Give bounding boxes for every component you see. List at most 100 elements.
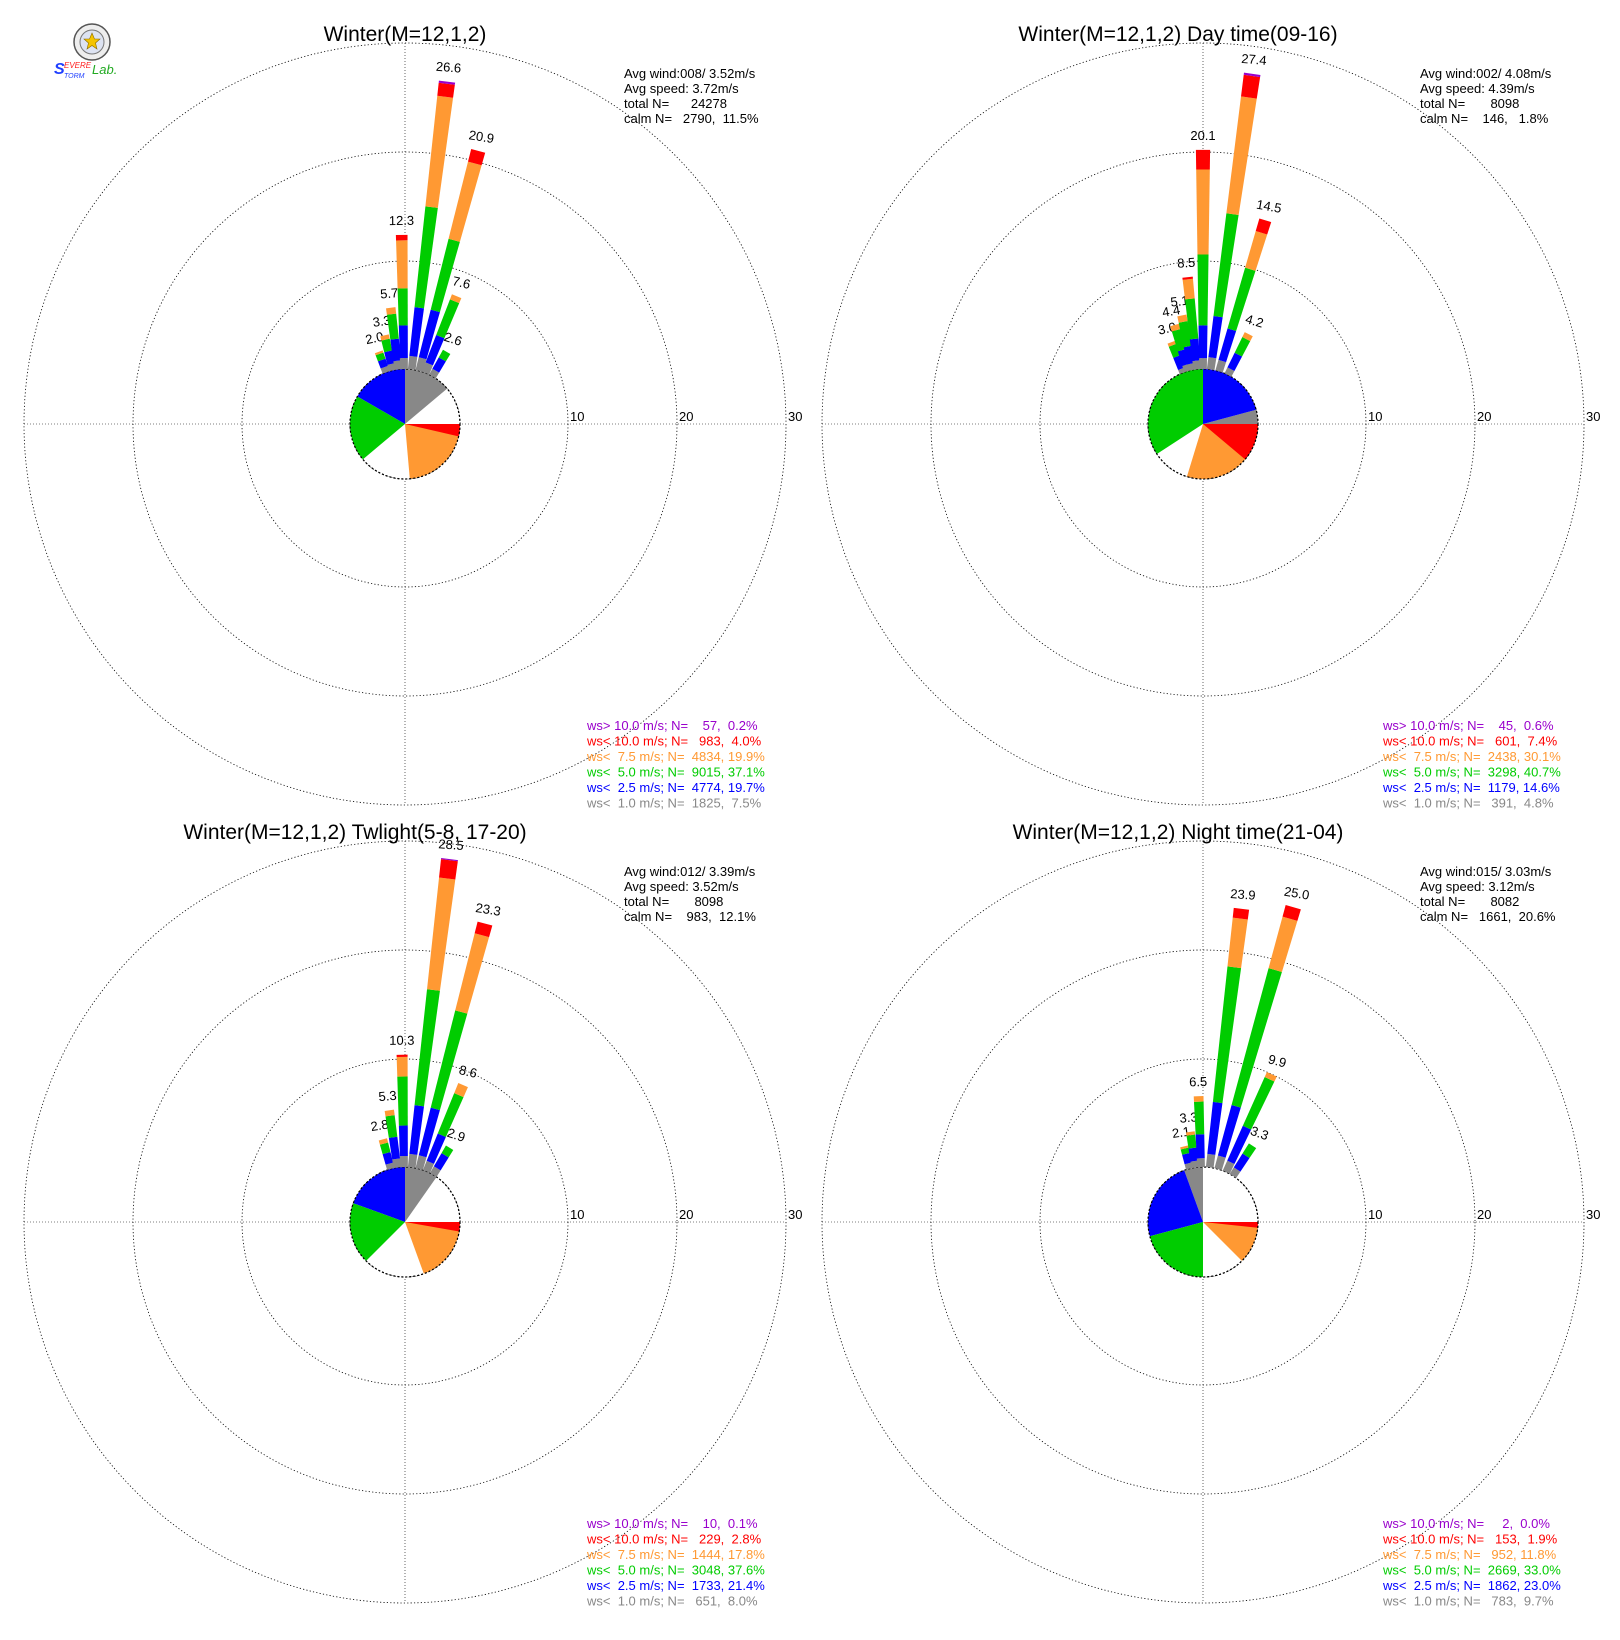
petal-segment-lt2_5 bbox=[1208, 316, 1223, 359]
svg-text:TORM: TORM bbox=[64, 73, 85, 80]
petal-total-label: 23.3 bbox=[475, 900, 502, 919]
panel-title: Winter(M=12,1,2) bbox=[324, 23, 487, 46]
svg-text:EVERE: EVERE bbox=[64, 61, 92, 70]
petal: 8.6 bbox=[422, 1062, 479, 1173]
petal-segment-lt7_5 bbox=[427, 877, 456, 991]
legend: ws> 10.0 m/s; N= 45, 0.6%ws< 10.0 m/s; N… bbox=[1382, 718, 1561, 811]
petal-total-label: 23.9 bbox=[1230, 886, 1256, 903]
legend-entry-lt1: ws< 1.0 m/s; N= 651, 8.0% bbox=[586, 1594, 758, 1609]
center-disc-sector-lt5 bbox=[1149, 1222, 1203, 1277]
petal-segment-lt1 bbox=[399, 1156, 408, 1168]
petal: 2.9 bbox=[430, 1125, 467, 1177]
petal: 27.4 bbox=[1206, 51, 1267, 371]
ring-tick-label: 30 bbox=[1586, 409, 1600, 424]
petal-segment-lt2_5 bbox=[398, 325, 408, 359]
petal-segment-lt7_5 bbox=[380, 334, 390, 341]
petal: 23.9 bbox=[1205, 886, 1256, 1168]
petals: 2.03.3 5.7 12.3 26.6 20.9 7.6 2.6 bbox=[364, 59, 495, 379]
legend-entry-lt1: ws< 1.0 m/s; N= 391, 4.8% bbox=[1382, 796, 1554, 811]
center-disc-sector-lt2_5 bbox=[357, 369, 405, 424]
legend-entry-lt7_5: ws< 7.5 m/s; N= 1444, 17.8% bbox=[586, 1547, 765, 1562]
petal-total-label: 20.9 bbox=[468, 127, 495, 146]
petal-total-label: 3.3 bbox=[1248, 1123, 1270, 1143]
petal-segment-lt2_5 bbox=[1189, 338, 1201, 362]
petal-segment-lt5 bbox=[375, 352, 386, 362]
petal-total-label: 3.0 bbox=[1157, 319, 1178, 338]
windrose-panel-1: 10 20 30 2.03.3 5.7 12.3 26.6 20.9 7.6 2.6 Winter(… bbox=[23, 23, 802, 811]
petal: 3.0 bbox=[1157, 319, 1187, 375]
petal-total-label: 10.3 bbox=[389, 1033, 414, 1048]
petal-segment-lt2_5 bbox=[409, 307, 424, 357]
stats-line: Avg speed: 4.39m/s bbox=[1420, 81, 1535, 96]
petal-segment-lt2_5 bbox=[377, 358, 388, 369]
petal: 4.2 bbox=[1224, 311, 1265, 377]
center-disc-sector-lt10 bbox=[1203, 424, 1258, 460]
petal-segment-lt1 bbox=[422, 1160, 434, 1173]
center-disc-sector-lt10 bbox=[1203, 1222, 1258, 1228]
petal-segment-lt7_5 bbox=[448, 161, 482, 242]
petal-segment-lt5 bbox=[430, 238, 460, 313]
panel-title: Winter(M=12,1,2) Twlight(5-8, 17-20) bbox=[183, 821, 526, 844]
stats-line: total N= 24278 bbox=[624, 96, 727, 111]
petal-total-label: 7.6 bbox=[451, 273, 472, 292]
ring-tick-label: 30 bbox=[788, 409, 802, 424]
petal-segment-lt5 bbox=[438, 349, 451, 362]
grid-ring bbox=[23, 42, 787, 806]
legend-entry-lt10: ws< 10.0 m/s; N= 601, 7.4% bbox=[1382, 734, 1558, 749]
petal-total-label: 4.4 bbox=[1161, 302, 1181, 320]
stats-line: calm N= 1661, 20.6% bbox=[1420, 909, 1556, 924]
petal-total-label: 12.3 bbox=[389, 213, 414, 228]
petal-total-label: 8.6 bbox=[458, 1062, 479, 1081]
ring-tick-label: 30 bbox=[1586, 1207, 1600, 1222]
petal-segment-lt7_5 bbox=[1180, 1145, 1189, 1150]
petal-segment-lt2_5 bbox=[433, 1153, 449, 1171]
petal-total-label: 9.9 bbox=[1267, 1051, 1288, 1070]
stats-line: Avg wind:008/ 3.52m/s bbox=[624, 66, 756, 81]
petal-segment-lt5 bbox=[1193, 1101, 1205, 1135]
petal-segment-lt2_5 bbox=[1173, 354, 1186, 370]
petal: 26.6 bbox=[407, 59, 462, 370]
center-disc-sector-lt2_5 bbox=[1203, 369, 1257, 424]
svg-text:S: S bbox=[54, 61, 65, 78]
petal-segment-lt7_5 bbox=[1193, 1096, 1204, 1102]
petal-total-label: 3.3 bbox=[372, 313, 392, 330]
center-disc-sector-lt2_5 bbox=[1147, 1170, 1203, 1237]
center-disc-sector-lt1 bbox=[405, 1167, 437, 1222]
petal-segment-lt1 bbox=[1196, 1158, 1205, 1168]
center-disc bbox=[349, 368, 461, 480]
petal-segment-lt1 bbox=[1199, 358, 1207, 369]
petal-segment-lt1 bbox=[399, 358, 408, 370]
petal-segment-lt1 bbox=[407, 1153, 418, 1168]
legend-entry-lt5: ws< 5.0 m/s; N= 3048, 37.6% bbox=[586, 1563, 765, 1578]
petal-segment-lt7_5 bbox=[455, 933, 490, 1014]
petal: 20.9 bbox=[415, 127, 495, 372]
petal-segment-lt5 bbox=[386, 313, 399, 340]
center-disc-sector-lt5 bbox=[1148, 369, 1203, 454]
center-disc-sector-lt2_5 bbox=[353, 1167, 405, 1222]
petal-segment-gt10 bbox=[438, 80, 456, 85]
stats-line: total N= 8098 bbox=[1420, 96, 1519, 111]
center-disc-border bbox=[349, 368, 461, 480]
petal-segment-lt2_5 bbox=[384, 350, 395, 365]
petal-segment-lt5 bbox=[437, 1093, 464, 1137]
legend-entry-lt2_5: ws< 2.5 m/s; N= 1733, 21.4% bbox=[586, 1578, 765, 1593]
petal-segment-lt1 bbox=[1192, 360, 1202, 370]
legend-entry-lt2_5: ws< 2.5 m/s; N= 1862, 23.0% bbox=[1382, 1578, 1561, 1593]
panel-title: Winter(M=12,1,2) Day time(09-16) bbox=[1018, 23, 1337, 46]
petal-total-label: 5.1 bbox=[1170, 293, 1190, 310]
petal-segment-lt2_5 bbox=[398, 1125, 408, 1157]
petal-segment-lt7_5 bbox=[396, 1056, 408, 1077]
legend-entry-lt5: ws< 5.0 m/s; N= 2669, 33.0% bbox=[1382, 1563, 1561, 1578]
petal-total-label: 14.5 bbox=[1255, 197, 1283, 216]
center-disc-sector-lt7_5 bbox=[405, 1222, 460, 1274]
ring-tick-label: 20 bbox=[679, 1207, 693, 1222]
petal-segment-lt5 bbox=[1184, 298, 1199, 340]
stats-line: calm N= 2790, 11.5% bbox=[624, 111, 759, 126]
petal-segment-lt5 bbox=[1180, 1147, 1190, 1155]
center-disc-sector-lt10 bbox=[405, 424, 460, 437]
ring-tick-label: 20 bbox=[1477, 409, 1491, 424]
petal-segment-lt5 bbox=[1212, 966, 1242, 1104]
ring-tick-label: 10 bbox=[570, 409, 584, 424]
